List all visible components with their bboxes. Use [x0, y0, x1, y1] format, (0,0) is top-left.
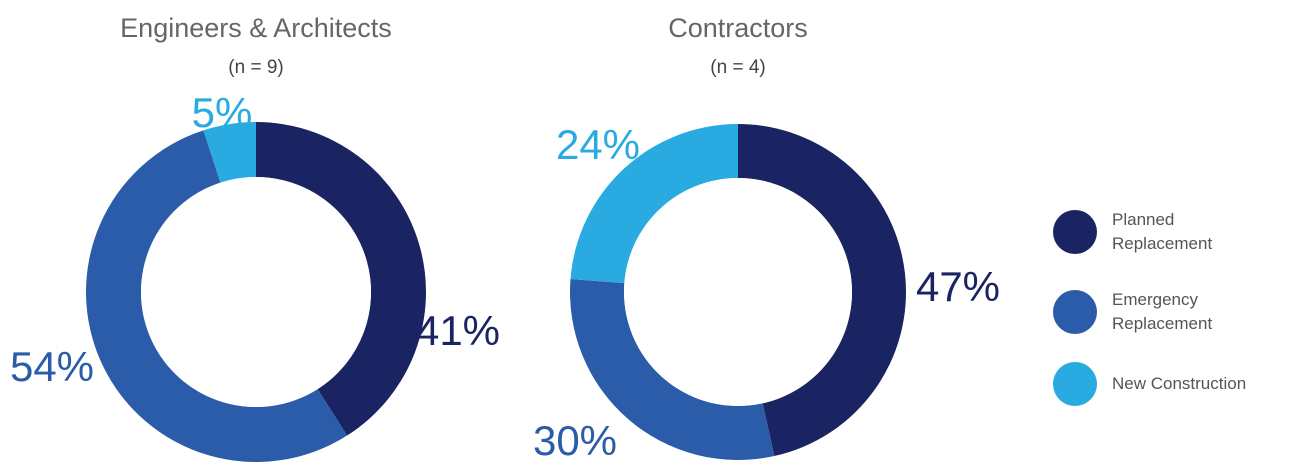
value-label: 41%: [416, 307, 500, 354]
legend-swatch: [1053, 210, 1097, 254]
legend-label: New Construction: [1112, 372, 1222, 396]
legend-label: Emergency Replacement: [1112, 288, 1222, 336]
chart-title: Contractors: [668, 13, 808, 43]
chart-subtitle: (n = 9): [228, 57, 283, 78]
value-label: 5%: [192, 89, 253, 136]
value-label: 54%: [10, 343, 94, 390]
chart-title: Engineers & Architects: [120, 13, 392, 43]
value-label: 47%: [916, 263, 1000, 310]
value-label: 30%: [533, 417, 617, 464]
value-label: 24%: [556, 121, 640, 168]
donut-center: [624, 178, 852, 406]
chart-subtitle: (n = 4): [710, 57, 765, 78]
donut-center: [141, 177, 371, 407]
page: Engineers & Architects (n = 9) 41% 54% 5% Con…: [0, 0, 1310, 466]
legend-swatch: [1053, 362, 1097, 406]
legend-label: Planned Replacement: [1112, 208, 1222, 256]
legend-swatch: [1053, 290, 1097, 334]
